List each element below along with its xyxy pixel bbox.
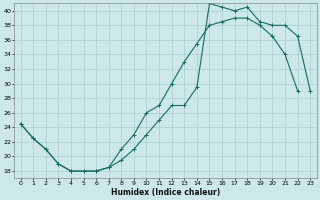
X-axis label: Humidex (Indice chaleur): Humidex (Indice chaleur) [111,188,220,197]
